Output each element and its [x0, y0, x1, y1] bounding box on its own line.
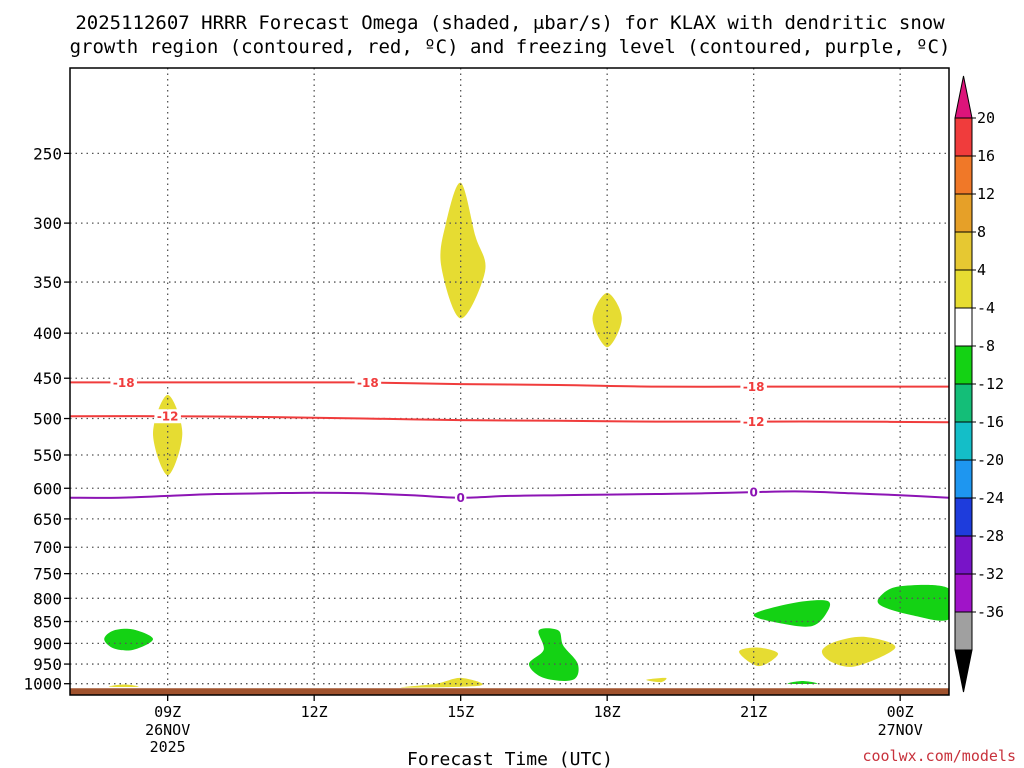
plot-area: -18 -18 -18 -12 -12 0 0	[70, 68, 949, 695]
y-tick-label: 550	[33, 446, 62, 465]
y-axis: 250 300 350 400 450 500 550 600 650 700 750 800 850 9…	[23, 144, 70, 694]
x-tick-date: 27NOV	[878, 721, 923, 739]
y-tick-label: 300	[33, 214, 62, 233]
colorbar-label: 20	[977, 109, 995, 127]
y-tick-label: 500	[33, 410, 62, 429]
colorbar-label: -8	[977, 337, 995, 355]
y-tick-label: 900	[33, 634, 62, 653]
contour-label: -18	[357, 376, 379, 390]
chart-title-line2: growth region (contoured, red, ºC) and f…	[70, 36, 951, 58]
y-tick-label: 600	[33, 479, 62, 498]
colorbar-label: -20	[977, 451, 1004, 469]
colorbar-bin	[954, 535, 973, 575]
y-tick-label: 450	[33, 369, 62, 388]
colorbar-bin	[954, 459, 973, 499]
contour-minus12	[70, 415, 949, 424]
y-tick-label: 800	[33, 589, 62, 608]
omega-negative-22z-low	[753, 600, 831, 627]
x-tick-label: 15Z	[447, 703, 474, 721]
colorbar-label: -36	[977, 603, 1004, 621]
colorbar-bin	[954, 193, 973, 233]
omega-positive-18z-upper	[592, 292, 622, 348]
omega-negative-24z-low	[877, 584, 949, 621]
contour-label: -18	[113, 376, 135, 390]
colorbar-bin	[954, 231, 973, 271]
x-tick-label: 21Z	[740, 703, 767, 721]
omega-negative-08z-low	[104, 628, 153, 651]
colorbar-bin	[954, 269, 973, 309]
y-tick-label: 1000	[23, 675, 62, 694]
contour-label: -12	[157, 410, 179, 424]
contour-label-bg	[454, 490, 467, 505]
omega-positive-21z-low	[739, 647, 779, 667]
contour-label: 0	[749, 486, 757, 500]
colorbar-bottom-arrow	[954, 649, 973, 693]
y-tick-label: 650	[33, 510, 62, 529]
y-tick-label: 400	[33, 324, 62, 343]
colorbar-label: 4	[977, 261, 986, 279]
colorbar-label: 16	[977, 147, 995, 165]
x-tick-label: 00Z	[887, 703, 914, 721]
omega-positive-15z-upper	[440, 182, 486, 319]
x-tick-label: 09Z	[154, 703, 181, 721]
colorbar-bin	[954, 345, 973, 385]
contour-label-bg	[747, 485, 760, 500]
contour-label-bg	[110, 375, 137, 390]
omega-positive-09z-mid	[153, 394, 183, 476]
y-tick-label: 350	[33, 273, 62, 292]
y-tick-label: 700	[33, 538, 62, 557]
contour-label-bg	[740, 379, 767, 394]
omega-negative-17z-low	[529, 628, 579, 681]
colorbar-bin	[954, 117, 973, 157]
colorbar-bin	[954, 307, 973, 347]
contour-label-bg	[154, 409, 181, 424]
colorbar-label: 8	[977, 223, 986, 241]
colorbar-top-arrow	[954, 75, 973, 119]
x-tick-label: 18Z	[594, 703, 621, 721]
freezing-level	[70, 490, 949, 499]
x-tick-date: 26NOV	[145, 721, 190, 739]
ground-fill	[70, 688, 949, 695]
y-tick-label: 750	[33, 565, 62, 584]
credit-text: coolwx.com/models	[862, 747, 1016, 765]
y-tick-label: 950	[33, 655, 62, 674]
colorbar: 20 16 12 8 4 -4 -8 -12 -16 -20 -24 -28 -32 -36	[954, 75, 1004, 693]
contour-label: 0	[456, 491, 464, 505]
colorbar-bin	[954, 497, 973, 537]
colorbar-label: -12	[977, 375, 1004, 393]
y-tick-label: 850	[33, 613, 62, 632]
omega-negative-22z-sfc	[787, 681, 818, 684]
colorbar-label: -4	[977, 299, 995, 317]
colorbar-bin	[954, 421, 973, 461]
colorbar-bin	[954, 611, 973, 651]
omega-positive-23z-low	[821, 636, 896, 667]
contour-minus18	[70, 381, 949, 388]
colorbar-label: -16	[977, 413, 1004, 431]
contour-label: -12	[743, 415, 765, 429]
omega-positive-08z-sfc	[108, 684, 139, 687]
colorbar-label: 12	[977, 185, 995, 203]
colorbar-bin	[954, 573, 973, 613]
colorbar-label: -24	[977, 489, 1004, 507]
colorbar-bin	[954, 155, 973, 195]
chart-title-line1: 2025112607 HRRR Forecast Omega (shaded, …	[75, 12, 945, 34]
omega-positive-19z-sfc	[646, 677, 667, 683]
x-tick-label: 12Z	[301, 703, 328, 721]
plot-frame	[69, 67, 950, 696]
x-axis-label: Forecast Time (UTC)	[407, 749, 613, 768]
colorbar-label: -28	[977, 527, 1004, 545]
colorbar-bin	[954, 383, 973, 423]
colorbar-label: -32	[977, 565, 1004, 583]
contour-label-bg	[354, 375, 382, 390]
x-tick-year: 2025	[150, 738, 186, 756]
omega-positive-15z-sfc	[400, 677, 483, 688]
contour-label-bg	[740, 414, 767, 429]
y-tick-label: 250	[33, 144, 62, 163]
contour-label: -18	[743, 380, 765, 394]
